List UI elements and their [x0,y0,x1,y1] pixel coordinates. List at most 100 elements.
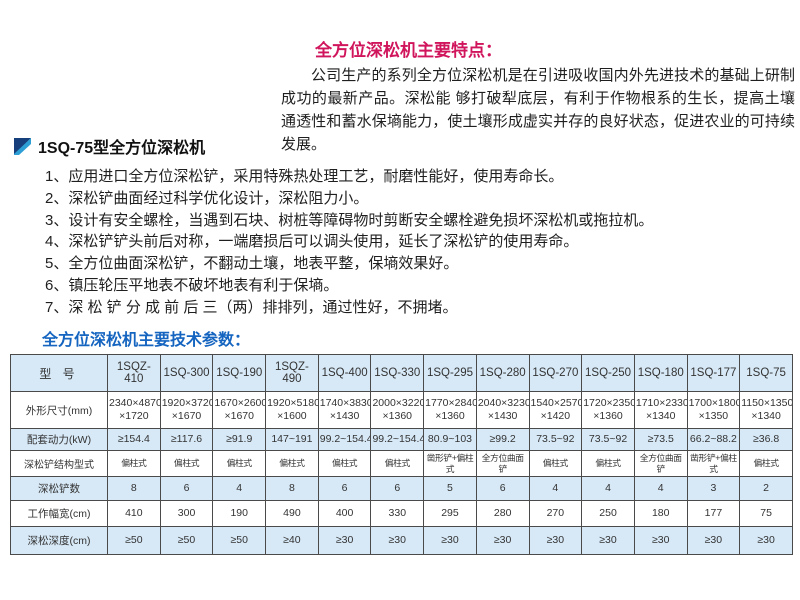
table-cell: 250 [581,500,635,527]
row-label: 工作幅宽(cm) [10,500,108,527]
table-cell: ≥30 [423,526,477,555]
table-cell: 6 [370,476,425,501]
table-cell: 270 [528,500,583,527]
params-table-body: 外形尺寸(mm) 2340×4870 ×1720 1920×3720 ×1670 1670… [10,391,793,555]
table-cell: 1670×2600 ×1670 [212,391,267,429]
table-cell: 1920×3720 ×1670 [159,391,214,429]
table-cell: 330 [370,500,425,527]
model-heading-label: 1SQ-75型全方位深松机 [38,140,206,157]
table-cell: ≥30 [475,526,530,555]
table-cell: ≥117.6 [159,428,214,451]
table-cell: 490 [265,500,319,527]
table-cell: ≥91.9 [212,428,267,451]
feature-item: 1、应用进口全方位深松铲，采用特殊热处理工艺，耐磨性能好，使用寿命长。 [45,168,564,185]
col-header-model: 1SQ-280 [475,354,530,392]
table-cell: 凿形铲+偏柱式 [423,450,477,477]
logo-icon [14,137,31,155]
table-cell: 190 [212,500,267,527]
table-cell: 偏柱式 [212,450,267,477]
table-cell: 偏柱式 [107,450,161,477]
table-cell: 全方位曲面铲 [475,450,530,477]
feature-item: 7、深 松 铲 分 成 前 后 三（两）排排列，通过性好，不拥堵。 [45,298,458,316]
col-header-model: 1SQ-400 [317,354,372,392]
table-row: 深松铲结构型式 偏柱式 偏柱式 偏柱式 偏柱式 偏柱式 偏柱式 凿形铲+偏柱式 全方位曲面铲 偏柱… [10,450,793,477]
table-cell: ≥30 [633,526,688,555]
table-cell: 偏柱式 [581,450,635,477]
params-table: 型 号 1SQZ-410 1SQ-300 1SQ-190 1SQZ-490 1SQ-400… [10,354,793,555]
table-cell: 99.2~154.4 [317,428,372,451]
table-cell: 4 [633,476,688,501]
table-cell: 偏柱式 [739,450,793,477]
table-cell: 偏柱式 [317,450,372,477]
table-cell: 4 [528,476,583,501]
table-cell: 80.9~103 [423,428,477,451]
table-cell: 300 [159,500,214,527]
feature-item: 6、镇压轮压平地表不破坏地表有利于保墒。 [45,276,339,294]
model-heading: 1SQ-75型全方位深松机 [14,134,205,158]
table-cell: 6 [317,476,372,501]
table-cell: 4 [581,476,635,501]
table-row: 深松深度(cm) ≥50 ≥50 ≥50 ≥40 ≥30 ≥30 ≥30 ≥30 ≥30 ≥30 ≥3… [10,526,793,555]
table-cell: 99.2~154.4 [370,428,425,451]
table-cell: 73.5~92 [581,428,635,451]
table-cell: ≥30 [317,526,372,555]
table-cell: 147~191 [265,428,319,451]
table-cell: 3 [686,476,741,501]
feature-item: 4、深松铲铲头前后对称，一端磨损后可以调头使用，延长了深松铲的使用寿命。 [45,233,579,251]
table-cell: ≥30 [370,526,425,555]
table-cell: 1920×5180 ×1600 [265,391,319,429]
table-cell: 1720×2350 ×1360 [581,391,635,429]
table-cell: ≥30 [581,526,635,555]
table-cell: 8 [265,476,319,501]
table-cell: ≥99.2 [475,428,530,451]
table-cell: 177 [686,500,741,527]
col-header-model: 1SQZ-490 [265,354,319,392]
table-cell: 295 [423,500,477,527]
table-cell: 1740×3830 ×1430 [317,391,372,429]
table-cell: 73.5~92 [528,428,583,451]
table-cell: 2 [739,476,793,501]
table-cell: ≥50 [212,526,267,555]
row-label: 深松深度(cm) [10,526,108,555]
table-cell: 4 [212,476,267,501]
col-header-model: 1SQ-250 [581,354,635,392]
feature-list: 1、应用进口全方位深松铲，采用特殊热处理工艺，耐磨性能好，使用寿命长。 2、深松… [45,166,793,319]
params-table-head: 型 号 1SQZ-410 1SQ-300 1SQ-190 1SQZ-490 1SQ-400… [10,354,793,392]
col-header-model: 1SQ-75 [739,354,793,392]
row-label: 深松铲结构型式 [10,450,108,477]
table-row: 工作幅宽(cm) 410 300 190 490 400 330 295 280 270 250 18… [10,500,793,527]
table-cell: 2340×4870 ×1720 [107,391,161,429]
col-header-model: 1SQ-180 [633,354,688,392]
col-header-model: 1SQ-295 [423,354,477,392]
table-cell: 1710×2330 ×1340 [633,391,688,429]
row-label: 配套动力(kW) [10,428,108,451]
table-cell: ≥36.8 [739,428,793,451]
table-cell: 400 [317,500,372,527]
table-cell: 75 [739,500,793,527]
table-cell: 180 [633,500,688,527]
table-cell: 5 [423,476,477,501]
table-cell: 偏柱式 [265,450,319,477]
col-header-model: 1SQ-177 [686,354,741,392]
table-cell: 偏柱式 [370,450,425,477]
table-cell: 6 [475,476,530,501]
table-cell: 410 [107,500,161,527]
col-header-model: 1SQ-270 [528,354,583,392]
table-cell: 全方位曲面铲 [633,450,688,477]
table-cell: ≥30 [686,526,741,555]
col-header-model: 1SQ-330 [370,354,425,392]
feature-item: 5、全方位曲面深松铲，不翻动土壤，地表平整，保墒效果好。 [45,255,459,273]
feature-item: 3、设计有安全螺栓，当遇到石块、树桩等障碍物时剪断安全螺栓避免损坏深松机或拖拉机… [45,211,654,229]
table-cell: 2000×3220 ×1360 [370,391,425,429]
table-cell: 1770×2840 ×1360 [423,391,477,429]
table-cell: 2040×3230 ×1430 [475,391,530,429]
col-header-model: 1SQ-190 [212,354,267,392]
table-cell: 6 [159,476,214,501]
intro-paragraph: 公司生产的系列全方位深松机是在引进吸收国内外先进技术的基础上研制成功的最新产品。… [281,67,795,153]
table-row: 外形尺寸(mm) 2340×4870 ×1720 1920×3720 ×1670 1670… [10,391,793,429]
table-cell: 8 [107,476,161,501]
table-cell: 凿形铲+偏柱式 [686,450,741,477]
feature-item: 2、深松铲曲面经过科学优化设计，深松阻力小。 [45,189,369,207]
params-title: 全方位深松机主要技术参数： [42,332,251,349]
features-title: 全方位深松机主要特点： [315,41,502,60]
